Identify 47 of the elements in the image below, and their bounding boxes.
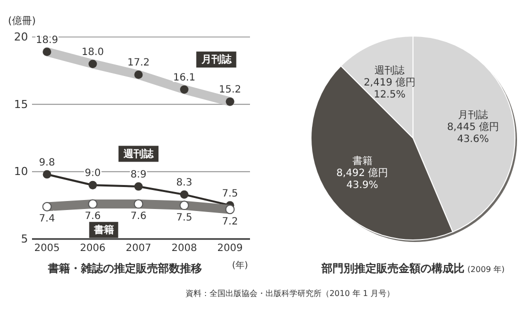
x-axis-title: (年) [232,260,248,271]
data-label: 7.6 [84,210,101,222]
y-tick-label: 10 [14,165,28,178]
x-tick-label: 2007 [126,243,152,254]
y-tick-label: 20 [14,30,28,44]
data-label: 7.2 [222,216,238,228]
data-label: 18.0 [82,46,104,58]
text: 資料：全国出版協会・出版科学研究所（2010 年 1 月号） [185,289,395,298]
text: 週刊誌 [122,148,154,160]
data-label: 8.3 [176,178,192,189]
y-axis-title: (億冊) [8,15,36,27]
y-tick-label: 5 [21,232,28,246]
point [225,204,235,214]
text: 書籍・雑誌の推定販売部数推移 [47,262,202,275]
data-label: 18.9 [36,34,58,46]
point [134,182,143,191]
series-label: 書籍 [93,224,114,236]
data-label: 16.1 [173,72,196,84]
text: 月刊誌 [200,54,232,66]
point [134,199,144,209]
data-label: 2,419 億円 12.5% [364,76,416,100]
slice-label: 書籍 [352,155,372,168]
data-label: 8,492 億円 43.9% [336,167,388,192]
x-tick-label: 2006 [80,243,106,254]
data-label: 7.5 [222,188,238,200]
slice-label: 週刊誌 [374,64,405,76]
point [180,200,189,210]
x-tick-label: 2008 [172,243,197,254]
x-tick-label: 2009 [217,243,243,254]
text: 部門別推定販売金額の構成比 [320,262,464,275]
x-tick-label: 2005 [34,243,60,254]
data-label: 8,445 億円 43.6% [447,120,499,145]
point [42,202,52,212]
data-label: 15.2 [218,84,242,96]
point [88,199,98,209]
data-label: 9.8 [39,157,55,168]
y-tick-label: 15 [14,98,28,111]
text: (2009 年) [467,265,505,274]
point [88,180,97,190]
point [180,190,188,199]
slice-label: 月刊誌 [458,108,488,121]
data-label: 7.5 [176,212,192,224]
data-label: 17.2 [127,58,150,69]
data-label: 8.9 [130,169,146,180]
point [42,170,52,179]
data-label: 7.4 [39,214,55,225]
data-label: 7.6 [130,210,146,222]
